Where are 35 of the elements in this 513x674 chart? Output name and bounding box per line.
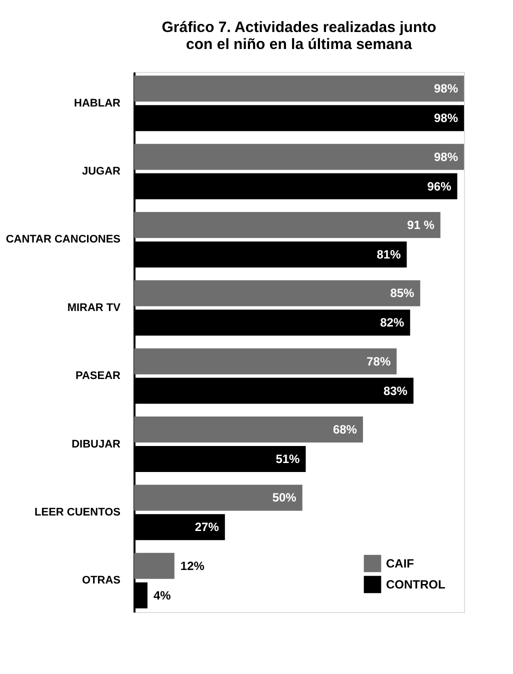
y-tick-label: LEER CUENTOS: [34, 506, 120, 518]
data-label: 96%: [427, 179, 452, 194]
data-label: 68%: [332, 422, 358, 437]
data-label: 98%: [434, 111, 458, 126]
data-label: 82%: [380, 316, 404, 330]
legend-label: CONTROL: [386, 578, 446, 592]
bar: [134, 144, 464, 170]
bar: [134, 76, 464, 102]
data-label: 91 %: [407, 218, 435, 232]
y-tick-label: HABLAR: [74, 97, 121, 110]
y-tick-label: DIBUJAR: [72, 438, 121, 450]
data-label: 85%: [390, 286, 415, 300]
data-label: 98%: [434, 82, 458, 96]
chart-title: Gráfico 7. Actividades realizadas junto con el niño en la última semana: [162, 19, 436, 53]
data-label: 78%: [366, 354, 391, 368]
bar: [134, 280, 420, 306]
bar: [134, 484, 302, 511]
bar: [134, 416, 363, 443]
data-label: 83%: [383, 384, 408, 398]
y-tick-label: JUGAR: [82, 166, 121, 178]
y-tick-label: PASEAR: [75, 370, 121, 382]
bar: [134, 212, 440, 238]
y-tick-label: CANTAR CANCIONES: [6, 234, 120, 246]
data-label: 27%: [194, 520, 220, 534]
bar: [134, 552, 174, 579]
data-label: 98%: [434, 150, 458, 164]
y-tick-label: MIRAR TV: [67, 302, 122, 314]
bar: [134, 348, 397, 374]
data-label: 4%: [153, 588, 172, 602]
data-label: 51%: [276, 452, 300, 466]
y-tick-label: OTRAS: [82, 574, 120, 587]
legend-label: CAIF: [386, 556, 414, 570]
data-label: 81%: [376, 247, 402, 262]
data-label: 12%: [180, 558, 205, 573]
data-label: 50%: [272, 490, 297, 505]
